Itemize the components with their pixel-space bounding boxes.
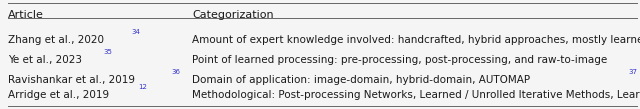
Text: Article: Article (8, 10, 44, 20)
Text: Categorization: Categorization (192, 10, 274, 20)
Text: Zhang et al., 2020: Zhang et al., 2020 (8, 35, 104, 45)
Text: 36: 36 (172, 69, 180, 75)
Text: Methodological: Post-processing Networks, Learned / Unrolled Iterative Methods, : Methodological: Post-processing Networks… (192, 90, 640, 100)
Text: Point of learned processing: pre-processing, post-processing, and raw-to-image: Point of learned processing: pre-process… (192, 55, 607, 65)
Text: Ravishankar et al., 2019: Ravishankar et al., 2019 (8, 75, 134, 85)
Text: 34: 34 (132, 29, 140, 35)
Text: 35: 35 (103, 49, 112, 55)
Text: Amount of expert knowledge involved: handcrafted, hybrid approaches, mostly lear: Amount of expert knowledge involved: han… (192, 35, 640, 45)
Text: Ye et al., 2023: Ye et al., 2023 (8, 55, 82, 65)
Text: 37: 37 (628, 69, 637, 75)
Text: Arridge et al., 2019: Arridge et al., 2019 (8, 90, 109, 100)
Text: Domain of application: image-domain, hybrid-domain, AUTOMAP: Domain of application: image-domain, hyb… (192, 75, 530, 85)
Text: 12: 12 (138, 84, 147, 90)
